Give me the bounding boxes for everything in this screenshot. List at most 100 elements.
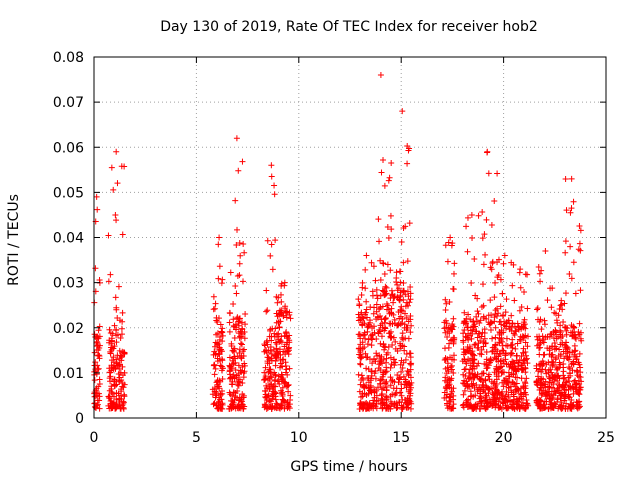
data-point [379,373,386,380]
data-point [447,234,454,241]
data-point [118,331,125,338]
data-point [96,323,103,330]
data-point [450,405,457,412]
data-point [386,174,393,181]
data-point [521,289,528,296]
data-point [374,295,381,302]
data-point [404,367,411,374]
data-point [118,325,125,332]
data-point [373,292,380,299]
data-point [210,306,217,313]
data-point [378,353,385,360]
data-point [400,225,407,232]
data-point [399,405,406,412]
data-point [274,401,281,408]
data-point [218,388,225,395]
data-point [399,330,406,337]
data-point [477,317,484,324]
data-point [96,405,103,412]
data-point [492,279,499,286]
data-point [497,394,504,401]
data-point [404,160,411,167]
data-point [119,309,126,316]
data-point [520,349,527,356]
data-point [399,108,406,115]
data-point [375,216,382,223]
data-point [482,377,489,384]
data-point [495,256,502,263]
data-point [210,293,217,300]
data-point [261,376,268,383]
data-point [471,373,478,380]
data-point [240,374,247,381]
data-point [557,352,564,359]
data-point [262,346,269,353]
x-axis-label: GPS time / hours [290,459,407,475]
data-point [513,386,520,393]
data-point [217,396,224,403]
data-point [572,347,579,354]
data-point [211,348,218,355]
data-point [467,316,474,323]
data-point [546,384,553,391]
data-point [94,352,101,359]
data-point [552,310,559,317]
data-point [557,403,564,410]
data-point [237,340,244,347]
data-point [460,330,467,337]
data-point [542,248,549,255]
data-point [510,379,517,386]
data-point [357,381,364,388]
data-point [229,381,236,388]
data-point [383,355,390,362]
data-point [576,398,583,405]
data-point [216,334,223,341]
data-point [387,393,394,400]
data-point [241,249,248,256]
data-point [460,371,467,378]
data-point [397,389,404,396]
data-point [233,290,240,297]
chart-title: Day 130 of 2019, Rate Of TEC Index for r… [160,19,538,35]
data-point [266,356,273,363]
data-point [460,346,467,353]
data-point [377,72,384,79]
data-point [482,251,489,258]
data-point [378,386,385,393]
data-point [360,382,367,389]
data-point [378,392,385,399]
data-point [478,304,485,311]
x-tick-label: 20 [495,430,513,446]
data-point [362,285,369,292]
data-point [271,191,278,198]
data-point [282,310,289,317]
data-point [554,395,561,402]
data-point [363,252,370,259]
data-point [111,382,118,389]
data-point [363,354,370,361]
data-point [108,164,115,171]
data-point [575,359,582,366]
data-point [364,324,371,331]
data-point [372,277,379,284]
data-point [499,290,506,297]
data-point [216,385,223,392]
data-point [494,389,501,396]
data-point [447,398,454,405]
data-point [380,288,387,295]
data-point [241,328,248,335]
data-point [509,344,516,351]
data-point [547,331,554,338]
data-point [495,398,502,405]
data-point [383,284,390,291]
data-point [466,375,473,382]
data-point [388,400,395,407]
data-point [473,313,480,320]
data-point [548,353,555,360]
data-point [464,248,471,255]
data-point [120,349,127,356]
data-point [536,366,543,373]
data-point [242,311,249,318]
data-point [236,350,243,357]
data-point [450,315,457,322]
